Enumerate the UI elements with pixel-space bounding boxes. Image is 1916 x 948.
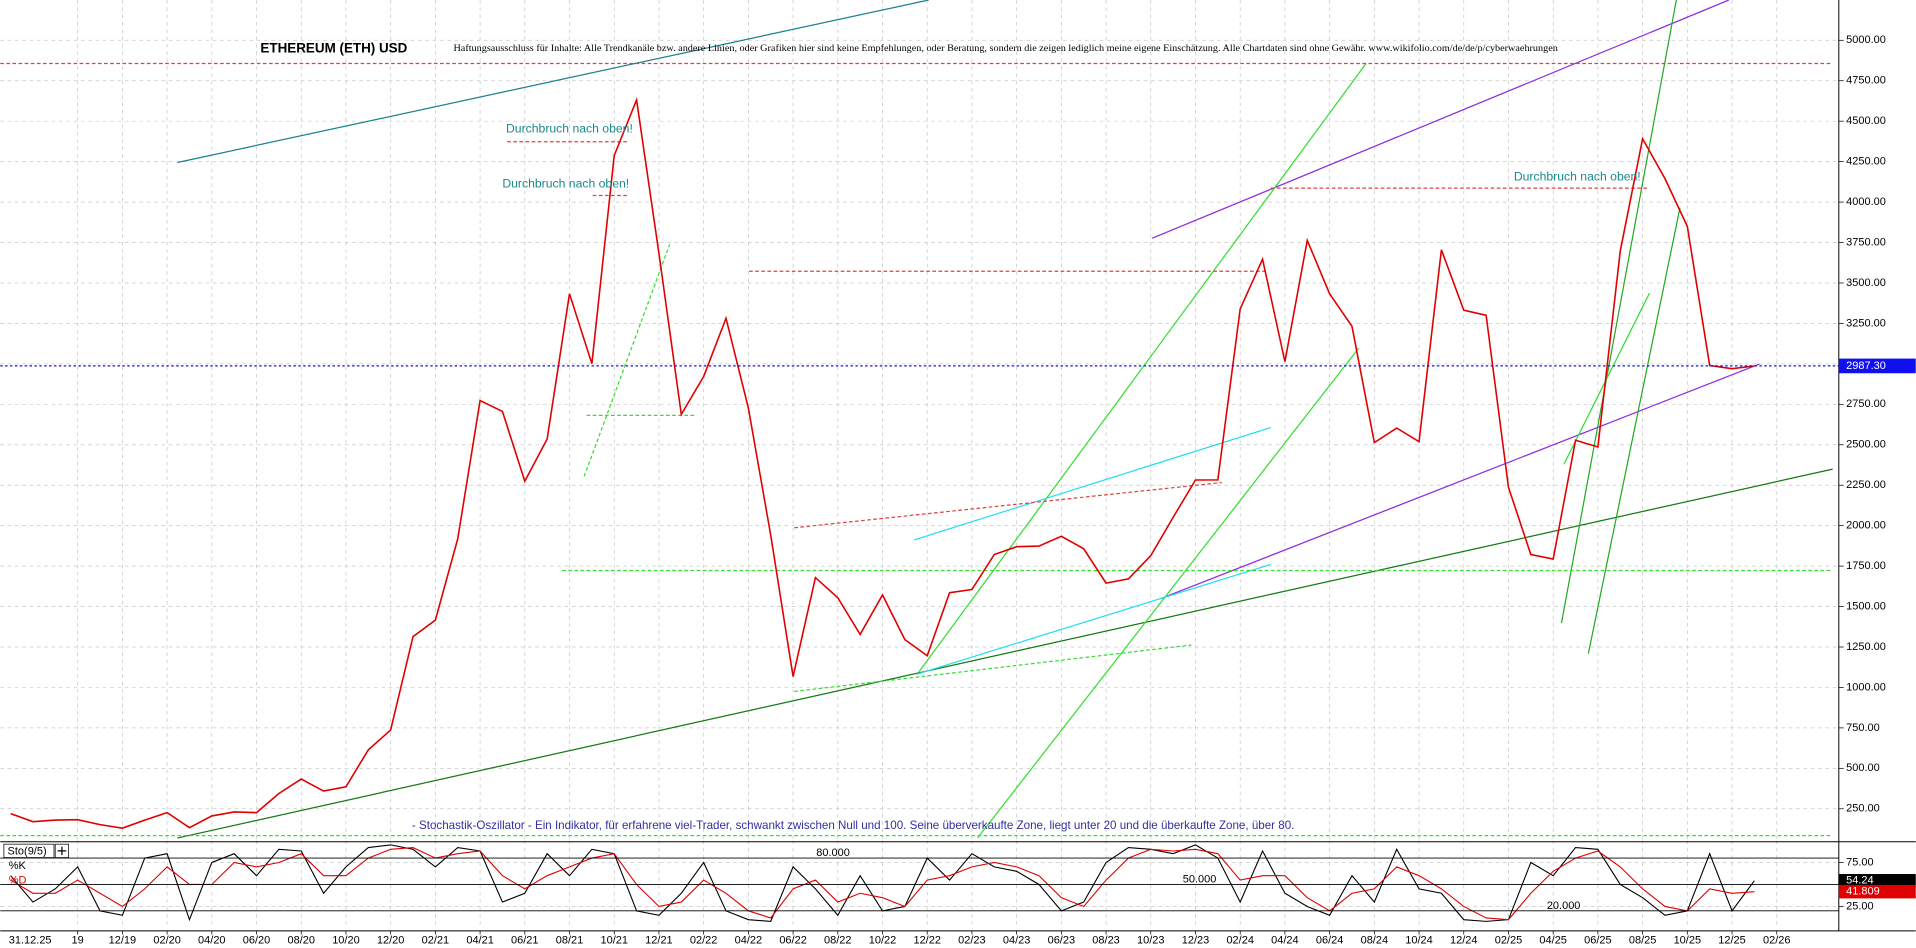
level-label: 50.000 — [1183, 873, 1217, 885]
level-line — [794, 644, 1192, 693]
x-tick-label: 04/23 — [1003, 935, 1030, 947]
trend-line — [1563, 292, 1650, 465]
x-tick-label: 02/20 — [153, 935, 181, 947]
y-tick-label: 2000.00 — [1846, 520, 1886, 532]
x-tick-label: 02/24 — [1226, 935, 1254, 947]
trend-line — [1587, 207, 1681, 654]
y-tick-label: 2500.00 — [1846, 439, 1886, 451]
x-tick-label: 04/24 — [1271, 935, 1298, 947]
y-tick-label: 75.00 — [1846, 856, 1874, 868]
price-line — [10, 96, 1755, 829]
y-tick-label: 1500.00 — [1846, 600, 1886, 612]
annotation: Durchbruch nach oben! — [502, 177, 629, 191]
x-tick-label: 06/24 — [1316, 935, 1344, 947]
y-tick-label: 1250.00 — [1846, 641, 1886, 653]
x-tick-label: 10/24 — [1405, 935, 1433, 947]
x-tick-label: 02/23 — [958, 935, 986, 947]
x-tick-label: 04/20 — [198, 935, 226, 947]
trend-line — [177, 0, 929, 164]
value-label: 41.809 — [1846, 886, 1880, 898]
x-tick-label: 08/24 — [1361, 935, 1388, 947]
x-tick-label: 06/22 — [779, 935, 807, 947]
trend-line — [913, 426, 1271, 541]
x-tick-label: 12/20 — [377, 935, 405, 947]
value-badge — [1838, 874, 1916, 888]
x-tick-label: 19 — [72, 935, 84, 947]
annotation: Durchbruch nach oben! — [1514, 169, 1641, 183]
y-tick-label: 25.00 — [1846, 900, 1874, 912]
current-price-label: 2987.30 — [1846, 360, 1886, 372]
y-tick-label: 3500.00 — [1846, 277, 1886, 289]
y-tick-label: 250.00 — [1846, 803, 1880, 815]
x-tick-label: 02/25 — [1495, 935, 1523, 947]
x-tick-label: 10/21 — [600, 935, 628, 947]
x-tick-label: 10/20 — [332, 935, 360, 947]
indicator-title: Sto(9/5) — [8, 845, 47, 857]
y-tick-label: 750.00 — [1846, 722, 1880, 734]
price-badge — [1838, 358, 1916, 374]
indicator-box — [3, 843, 55, 858]
y-tick-label: 5000.00 — [1846, 34, 1886, 46]
y-tick-label: 4500.00 — [1846, 115, 1886, 127]
y-tick-label: 3250.00 — [1846, 317, 1886, 329]
x-tick-label: 08/22 — [824, 935, 852, 947]
y-tick-label: 500.00 — [1846, 762, 1880, 774]
y-tick-label: 3750.00 — [1846, 236, 1886, 248]
x-tick-label: 12/22 — [913, 935, 941, 947]
trend-line — [916, 563, 1271, 675]
x-tick-label: 08/25 — [1629, 935, 1657, 947]
trend-line — [1160, 363, 1760, 600]
disclaimer: Haftungsausschluss für Inhalte: Alle Tre… — [453, 43, 1557, 54]
x-tick-label: 06/20 — [243, 935, 271, 947]
trend-line — [1152, 0, 1730, 239]
x-tick-label: 04/25 — [1539, 935, 1566, 947]
x-tick-label: 12/23 — [1182, 935, 1210, 947]
x-tick-label: 08/21 — [556, 935, 584, 947]
trend-line — [1560, 0, 1677, 624]
legend-k: %K — [9, 860, 27, 872]
indicator-note: - Stochastik-Oszillator - Ein Indikator,… — [412, 819, 1294, 832]
date-label: 31.12.25 — [9, 935, 52, 947]
annotation: Durchbruch nach oben! — [506, 122, 633, 136]
y-tick-label: 4250.00 — [1846, 156, 1886, 168]
level-label: 20.000 — [1547, 900, 1581, 912]
plus-icon — [57, 846, 67, 856]
y-tick-label: 1750.00 — [1846, 560, 1886, 572]
x-tick-label: 08/23 — [1092, 935, 1120, 947]
x-tick-label: 06/25 — [1584, 935, 1611, 947]
level-label: 80.000 — [816, 847, 850, 859]
trend-line — [177, 468, 1833, 839]
x-tick-label: 12/21 — [645, 935, 673, 947]
x-tick-label: 12/24 — [1450, 935, 1477, 947]
oscillator-line — [10, 847, 1755, 921]
y-tick-label: 4750.00 — [1846, 75, 1886, 87]
value-label: 54.24 — [1846, 875, 1874, 887]
x-tick-label: 12/25 — [1718, 935, 1745, 947]
x-tick-label: 04/21 — [466, 935, 494, 947]
value-badge — [1838, 884, 1916, 899]
x-tick-label: 08/20 — [287, 935, 315, 947]
x-tick-label: 10/22 — [869, 935, 897, 947]
x-tick-label: 10/25 — [1674, 935, 1701, 947]
chart-title: ETHEREUM (ETH) USD — [260, 40, 407, 55]
trend-line — [583, 244, 671, 477]
x-tick-label: 02/26 — [1763, 935, 1790, 947]
x-tick-label: 12/19 — [109, 935, 136, 947]
y-tick-label: 2250.00 — [1846, 479, 1886, 491]
x-tick-label: 04/22 — [735, 935, 763, 947]
y-tick-label: 1000.00 — [1846, 681, 1886, 693]
x-tick-label: 10/23 — [1137, 935, 1165, 947]
x-tick-label: 06/23 — [1048, 935, 1076, 947]
x-tick-label: 02/21 — [422, 935, 450, 947]
level-line — [794, 481, 1222, 529]
y-tick-label: 4000.00 — [1846, 196, 1886, 208]
x-tick-label: 06/21 — [511, 935, 539, 947]
x-tick-label: 02/22 — [690, 935, 718, 947]
y-tick-label: 2750.00 — [1846, 398, 1886, 410]
trend-line — [977, 347, 1360, 839]
legend-d: %D — [9, 875, 27, 887]
